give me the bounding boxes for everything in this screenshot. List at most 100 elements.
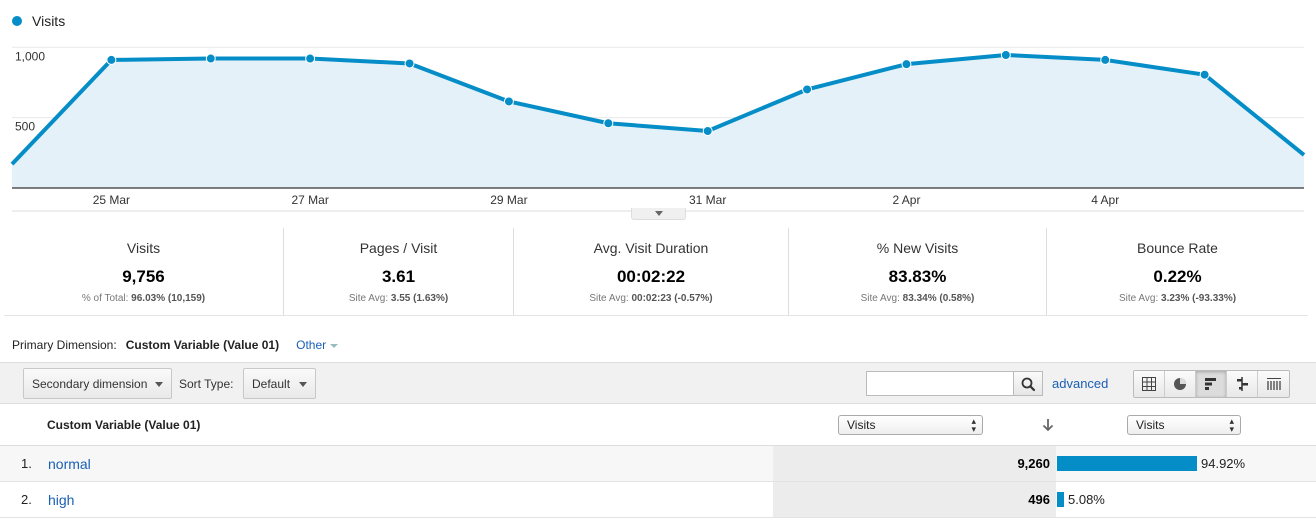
scorecard-value: 0.22% <box>1153 267 1202 286</box>
view-performance-button[interactable] <box>1196 371 1227 397</box>
table-view-switcher <box>1133 370 1290 398</box>
search-icon <box>1021 377 1036 392</box>
series-area-fill <box>12 55 1304 188</box>
up-down-arrows-icon: ▴ ▾ <box>1229 416 1234 434</box>
scorecard-visits[interactable]: Visits 9,756 % of Total: 96.03% (10,159) <box>4 228 284 315</box>
data-point <box>1100 54 1111 65</box>
chart-collapse-toggle[interactable] <box>631 208 686 220</box>
scorecard-avg-visit-duration[interactable]: Avg. Visit Duration 00:02:22 Site Avg: 0… <box>514 228 789 315</box>
scorecard-pages-visit[interactable]: Pages / Visit 3.61 Site Avg: 3.55 (1.63%… <box>284 228 514 315</box>
triangle-down-icon <box>655 211 663 216</box>
row-metric-cell: 9,260 <box>773 446 1056 481</box>
visits-line-chart: 1,000 500 25 Mar 27 Mar 29 Mar 31 Mar 2 Apr 4 A… <box>0 0 1316 226</box>
scorecard-sub-value: 3.55 (1.63%) <box>390 293 449 304</box>
x-tick-label: 2 Apr <box>892 193 920 207</box>
y-tick-label: 500 <box>15 120 35 134</box>
primary-dimension-label: Primary Dimension: <box>12 338 117 352</box>
row-share-bar <box>1057 456 1197 471</box>
row-metric-value: 9,260 <box>1017 456 1050 471</box>
row-dimension-link[interactable]: normal <box>48 456 91 472</box>
scorecard-sub: Site Avg: 3.23% (-93.33%) <box>1047 293 1308 304</box>
scorecard-sub-prefix: Site Avg: <box>589 293 629 304</box>
x-tick-label: 31 Mar <box>689 193 726 207</box>
caret-down-icon <box>155 382 163 387</box>
row-share-bar <box>1057 492 1064 507</box>
data-point <box>404 58 415 69</box>
table-row: 2. high 496 5.08% <box>0 482 1316 518</box>
table-header: Custom Variable (Value 01) Visits ▴ ▾ Vis… <box>0 404 1316 446</box>
scorecard-label: Pages / Visit <box>359 240 438 256</box>
table-row: 1. normal 9,260 94.92% <box>0 446 1316 482</box>
metric-select-left[interactable]: Visits ▴ ▾ <box>838 415 983 435</box>
row-dimension-link[interactable]: high <box>48 492 75 508</box>
scorecards: Visits 9,756 % of Total: 96.03% (10,159)… <box>4 228 1308 316</box>
table-toolbar: Secondary dimension Sort Type: Default a… <box>0 362 1316 404</box>
row-index: 2. <box>21 492 32 507</box>
scorecard-sub-value: 3.23% (-93.33%) <box>1161 293 1237 304</box>
data-point <box>503 96 514 107</box>
grid-table-icon <box>1142 377 1156 391</box>
row-index: 1. <box>21 456 32 471</box>
legend-label: Visits <box>32 13 66 29</box>
pivot-icon <box>1266 378 1281 390</box>
search-button[interactable] <box>1013 371 1043 396</box>
view-term-cloud-button[interactable] <box>1258 371 1289 397</box>
data-point <box>702 126 713 136</box>
secondary-dimension-label: Secondary dimension <box>32 376 148 391</box>
scorecard-sub: Site Avg: 00:02:23 (-0.57%) <box>514 293 788 304</box>
data-point <box>1199 69 1210 80</box>
pie-chart-icon <box>1174 378 1186 390</box>
other-dimension-label: Other <box>296 338 327 352</box>
data-point <box>305 53 316 64</box>
row-metric-value: 496 <box>1028 492 1050 507</box>
table-search-input[interactable] <box>866 371 1014 396</box>
sort-descending-icon[interactable] <box>1041 417 1055 433</box>
primary-dimension-value: Custom Variable (Value 01) <box>125 338 280 352</box>
row-metric-cell: 496 <box>773 482 1056 517</box>
view-data-table-button[interactable] <box>1134 371 1165 397</box>
dimension-column-header[interactable]: Custom Variable (Value 01) <box>47 418 201 432</box>
scorecard-sub-prefix: % of Total: <box>81 293 129 304</box>
view-pie-button[interactable] <box>1165 371 1196 397</box>
primary-dimension-bar: Primary Dimension: Custom Variable (Valu… <box>12 338 339 352</box>
scorecard-sub-value: 00:02:23 (-0.57%) <box>631 293 713 304</box>
secondary-dimension-button[interactable]: Secondary dimension <box>23 368 172 399</box>
sort-type-dropdown[interactable]: Default <box>243 368 316 399</box>
scorecard-sub-value: 83.34% (0.58%) <box>902 293 975 304</box>
x-tick-label: 4 Apr <box>1091 193 1119 207</box>
caret-down-icon <box>330 344 339 348</box>
x-tick-label: 29 Mar <box>490 193 527 207</box>
scorecard-bounce-rate[interactable]: Bounce Rate 0.22% Site Avg: 3.23% (-93.3… <box>1047 228 1308 315</box>
scorecard-value: 83.83% <box>888 267 947 286</box>
caret-down-icon <box>299 382 307 387</box>
scorecard-label: Bounce Rate <box>1137 240 1218 256</box>
data-point <box>603 118 614 129</box>
chart-canvas: 1,000 500 25 Mar 27 Mar 29 Mar 31 Mar 2 Apr 4 A… <box>10 46 1306 212</box>
scorecard-new-visits[interactable]: % New Visits 83.83% Site Avg: 83.34% (0.… <box>789 228 1047 315</box>
series-line-visits <box>10 53 1306 166</box>
view-comparison-button[interactable] <box>1227 371 1258 397</box>
metric-select-right[interactable]: Visits ▴ ▾ <box>1127 415 1241 435</box>
x-tick-label: 25 Mar <box>93 193 130 207</box>
metric-select-left-value: Visits <box>847 418 876 432</box>
scorecard-value: 9,756 <box>122 267 165 286</box>
scorecard-sub: Site Avg: 3.55 (1.63%) <box>284 293 513 304</box>
scorecard-sub: % of Total: 96.03% (10,159) <box>4 293 283 304</box>
data-point <box>205 53 216 64</box>
sort-type-value: Default <box>252 376 291 391</box>
scorecard-sub-prefix: Site Avg: <box>348 293 389 304</box>
legend-dot-icon <box>12 16 22 26</box>
advanced-filter-link[interactable]: advanced <box>1052 376 1109 391</box>
scorecard-value: 00:02:22 <box>616 267 686 286</box>
chart-legend[interactable]: Visits <box>12 13 65 29</box>
scorecard-sub: Site Avg: 83.34% (0.58%) <box>789 293 1046 304</box>
metric-select-right-value: Visits <box>1136 418 1165 432</box>
row-share-percent: 5.08% <box>1068 492 1105 507</box>
up-down-arrows-icon: ▴ ▾ <box>971 416 976 434</box>
row-share-percent: 94.92% <box>1201 456 1246 471</box>
data-point <box>106 54 117 65</box>
data-point <box>1000 50 1011 60</box>
other-dimension-dropdown[interactable]: Other <box>296 338 339 352</box>
scorecard-label: % New Visits <box>876 240 959 256</box>
sort-type-label: Sort Type: <box>179 377 234 391</box>
